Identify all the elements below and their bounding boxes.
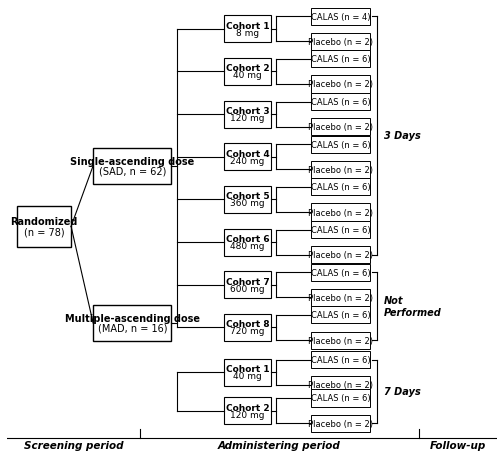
FancyBboxPatch shape (311, 415, 370, 432)
Text: (MAD, n = 16): (MAD, n = 16) (98, 323, 167, 333)
Text: 240 mg: 240 mg (230, 157, 264, 166)
FancyBboxPatch shape (17, 207, 71, 247)
FancyBboxPatch shape (311, 352, 370, 369)
Text: 40 mg: 40 mg (233, 372, 262, 380)
Text: CALAS (n = 6): CALAS (n = 6) (310, 355, 370, 364)
Text: Placebo (n = 2): Placebo (n = 2) (308, 336, 373, 345)
Text: Not
Performed: Not Performed (384, 296, 442, 317)
Text: Follow-up: Follow-up (430, 440, 486, 450)
Text: Cohort 6: Cohort 6 (226, 235, 269, 243)
Text: CALAS (n = 6): CALAS (n = 6) (310, 311, 370, 320)
Text: Screening period: Screening period (24, 440, 124, 450)
FancyBboxPatch shape (224, 272, 270, 298)
Text: Cohort 1: Cohort 1 (226, 22, 269, 30)
FancyBboxPatch shape (311, 9, 370, 25)
FancyBboxPatch shape (311, 307, 370, 324)
Text: 8 mg: 8 mg (236, 29, 259, 38)
Text: 7 Days: 7 Days (384, 387, 420, 397)
FancyBboxPatch shape (311, 289, 370, 306)
Text: CALAS (n = 6): CALAS (n = 6) (310, 226, 370, 234)
FancyBboxPatch shape (224, 359, 270, 386)
Text: 120 mg: 120 mg (230, 114, 264, 123)
Text: CALAS (n = 6): CALAS (n = 6) (310, 55, 370, 64)
Text: 3 Days: 3 Days (384, 131, 420, 141)
Text: CALAS (n = 6): CALAS (n = 6) (310, 268, 370, 277)
Text: CALAS (n = 6): CALAS (n = 6) (310, 183, 370, 192)
Text: Placebo (n = 2): Placebo (n = 2) (308, 38, 373, 47)
Text: 120 mg: 120 mg (230, 410, 264, 419)
Text: Administering period: Administering period (218, 440, 340, 450)
Text: CALAS (n = 6): CALAS (n = 6) (310, 98, 370, 107)
FancyBboxPatch shape (224, 187, 270, 213)
FancyBboxPatch shape (311, 179, 370, 196)
FancyBboxPatch shape (311, 136, 370, 153)
Text: Cohort 4: Cohort 4 (226, 149, 270, 158)
FancyBboxPatch shape (93, 305, 172, 341)
Text: CALAS (n = 4): CALAS (n = 4) (310, 13, 370, 21)
Text: Placebo (n = 2): Placebo (n = 2) (308, 419, 373, 428)
FancyBboxPatch shape (93, 148, 172, 184)
Text: Placebo (n = 2): Placebo (n = 2) (308, 208, 373, 217)
FancyBboxPatch shape (311, 51, 370, 68)
Text: Placebo (n = 2): Placebo (n = 2) (308, 251, 373, 260)
Text: Cohort 5: Cohort 5 (226, 192, 269, 201)
FancyBboxPatch shape (311, 34, 370, 51)
Text: 480 mg: 480 mg (230, 242, 264, 251)
FancyBboxPatch shape (224, 59, 270, 86)
FancyBboxPatch shape (311, 332, 370, 349)
FancyBboxPatch shape (224, 314, 270, 341)
Text: 720 mg: 720 mg (230, 327, 264, 336)
Text: Cohort 2: Cohort 2 (226, 64, 269, 73)
Text: CALAS (n = 6): CALAS (n = 6) (310, 141, 370, 149)
FancyBboxPatch shape (224, 101, 270, 128)
FancyBboxPatch shape (311, 94, 370, 111)
FancyBboxPatch shape (224, 16, 270, 43)
Text: Placebo (n = 2): Placebo (n = 2) (308, 81, 373, 89)
Text: (n = 78): (n = 78) (24, 227, 64, 237)
Text: Multiple-ascending dose: Multiple-ascending dose (65, 313, 200, 324)
FancyBboxPatch shape (311, 222, 370, 238)
Text: Cohort 1: Cohort 1 (226, 364, 269, 374)
Text: Cohort 7: Cohort 7 (226, 277, 270, 286)
Text: Cohort 2: Cohort 2 (226, 403, 269, 412)
FancyBboxPatch shape (224, 229, 270, 256)
FancyBboxPatch shape (311, 389, 370, 407)
Text: 40 mg: 40 mg (233, 71, 262, 80)
Text: Placebo (n = 2): Placebo (n = 2) (308, 293, 373, 302)
FancyBboxPatch shape (311, 247, 370, 263)
Text: Placebo (n = 2): Placebo (n = 2) (308, 123, 373, 132)
FancyBboxPatch shape (224, 144, 270, 171)
Text: 360 mg: 360 mg (230, 199, 264, 208)
FancyBboxPatch shape (311, 204, 370, 221)
FancyBboxPatch shape (311, 119, 370, 136)
Text: Randomized: Randomized (10, 217, 78, 227)
Text: Cohort 8: Cohort 8 (226, 320, 269, 329)
FancyBboxPatch shape (311, 377, 370, 394)
Text: Cohort 3: Cohort 3 (226, 107, 269, 116)
Text: Single-ascending dose: Single-ascending dose (70, 157, 194, 167)
FancyBboxPatch shape (311, 76, 370, 93)
Text: CALAS (n = 6): CALAS (n = 6) (310, 394, 370, 403)
Text: Placebo (n = 2): Placebo (n = 2) (308, 166, 373, 174)
Text: Placebo (n = 2): Placebo (n = 2) (308, 381, 373, 389)
FancyBboxPatch shape (311, 264, 370, 281)
FancyBboxPatch shape (224, 397, 270, 424)
Text: 600 mg: 600 mg (230, 284, 264, 293)
Text: (SAD, n = 62): (SAD, n = 62) (98, 166, 166, 176)
FancyBboxPatch shape (311, 162, 370, 178)
